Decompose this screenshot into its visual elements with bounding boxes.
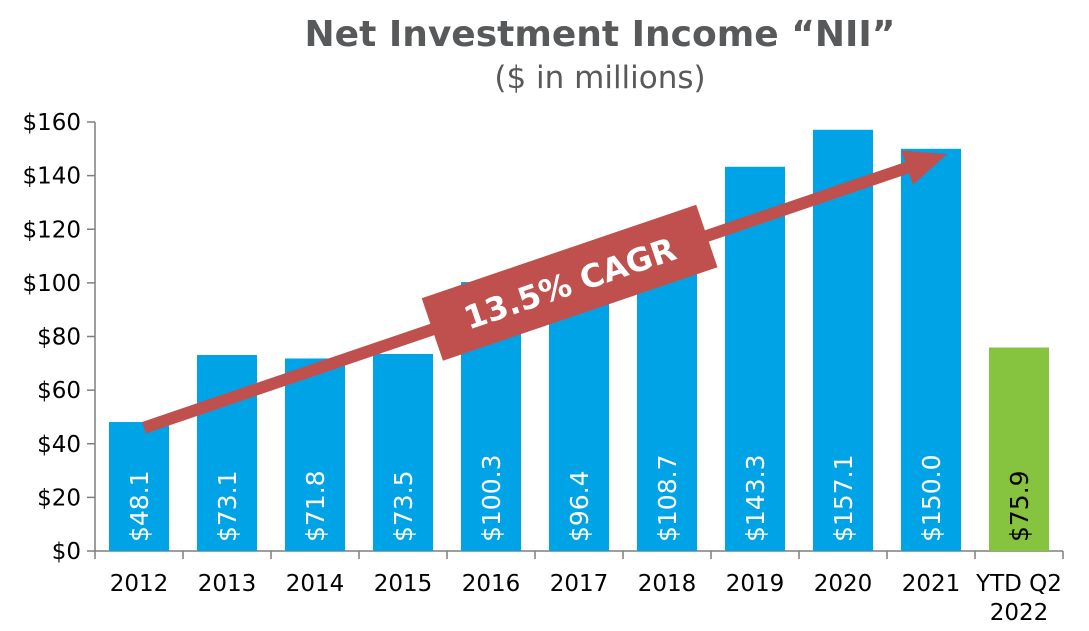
y-tick-label: $40 <box>37 432 81 458</box>
x-tick-label: 2022 <box>990 600 1049 626</box>
x-tick-label: 2012 <box>110 571 169 597</box>
data-label: $108.7 <box>653 455 682 542</box>
cagr-label-box <box>421 204 718 361</box>
y-tick-label: $80 <box>37 325 81 351</box>
x-tick-label: 2021 <box>902 571 961 597</box>
cagr-arrow-head <box>901 150 947 185</box>
bar <box>637 259 697 551</box>
data-label: $157.1 <box>829 455 858 542</box>
x-tick-label: 2014 <box>286 571 345 597</box>
x-tick-label: 2015 <box>374 571 433 597</box>
x-tick-label: 2016 <box>462 571 521 597</box>
data-label: $71.8 <box>301 470 330 542</box>
y-tick-label: $100 <box>22 271 81 297</box>
data-label: $96.4 <box>565 470 594 542</box>
bar <box>989 347 1049 551</box>
x-tick-label: 2018 <box>638 571 697 597</box>
data-label: $73.1 <box>213 470 242 542</box>
data-label: $100.3 <box>477 455 506 542</box>
y-tick-label: $60 <box>37 378 81 404</box>
x-tick-label: 2019 <box>726 571 785 597</box>
x-tick-label: 2013 <box>198 571 257 597</box>
y-tick-label: $0 <box>52 539 81 565</box>
y-tick-label: $120 <box>22 217 81 243</box>
y-tick-label: $20 <box>37 485 81 511</box>
data-label: $73.5 <box>389 470 418 542</box>
bar <box>549 292 609 551</box>
bar <box>285 358 345 551</box>
bar <box>109 422 169 551</box>
chart-subtitle: ($ in millions) <box>494 60 706 96</box>
y-tick-label: $160 <box>22 110 81 136</box>
x-tick-label: 2017 <box>550 571 609 597</box>
data-label: $150.0 <box>917 455 946 542</box>
x-tick-label: YTD Q2 <box>975 571 1062 597</box>
data-label: $75.9 <box>1005 470 1034 542</box>
y-tick-label: $140 <box>22 164 81 190</box>
chart-title: Net Investment Income “NII” <box>304 14 896 55</box>
bar <box>901 148 961 551</box>
x-tick-label: 2020 <box>814 571 873 597</box>
bar <box>373 353 433 551</box>
data-label: $143.3 <box>741 455 770 542</box>
data-label: $48.1 <box>125 470 154 542</box>
